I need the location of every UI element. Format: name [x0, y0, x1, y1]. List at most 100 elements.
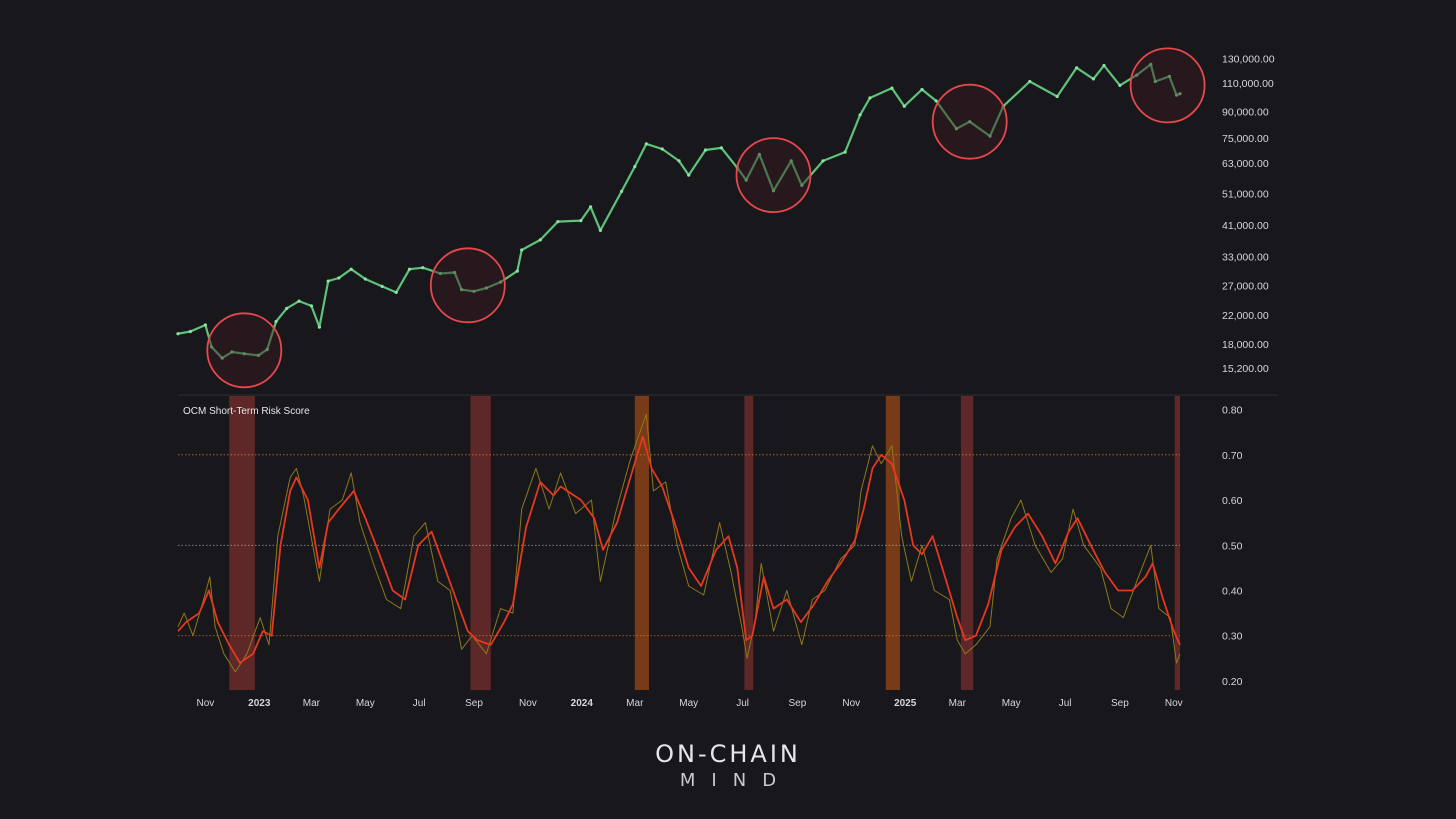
price-point-1: [188, 329, 192, 334]
risk-band-4: [885, 396, 900, 690]
price-point-61: [1028, 79, 1032, 84]
price-point-67: [1135, 73, 1139, 77]
price-y-tick-label: 15,200.00: [1222, 363, 1269, 375]
price-point-41: [703, 148, 708, 152]
risk-y-tick-label: 0.50: [1222, 540, 1243, 552]
price-point-37: [644, 142, 648, 146]
y-tick-labels-group: 130,000.00 110,000.00 90,000.00 75,000.00 63…: [1222, 54, 1275, 688]
price-point-14: [326, 279, 330, 283]
brand-wordmark-line1: ON-CHAIN: [655, 740, 801, 768]
price-point-47: [789, 159, 793, 163]
risk-series-line-0: [177, 435, 1181, 664]
price-point-25: [472, 289, 476, 293]
highlight-circle-4: [1129, 47, 1206, 124]
x-tick-label: Nov: [1165, 698, 1183, 709]
price-point-21: [421, 266, 425, 270]
risk-y-tick-label: 0.60: [1222, 495, 1243, 507]
x-tick-label: May: [1002, 698, 1021, 709]
x-tick-label: 2025: [894, 698, 917, 709]
price-point-11: [297, 299, 301, 303]
price-point-27: [498, 280, 503, 284]
price-point-65: [1102, 63, 1106, 68]
price-y-tick-label: 90,000.00: [1222, 107, 1269, 119]
price-point-9: [274, 319, 278, 324]
risk-y-tick-label: 0.40: [1222, 586, 1243, 598]
x-tick-label: Mar: [949, 698, 967, 709]
price-point-45: [757, 152, 762, 156]
highlight-circles-group: [206, 47, 1206, 389]
price-point-16: [349, 267, 353, 271]
price-point-30: [538, 238, 542, 242]
price-point-42: [719, 146, 724, 150]
price-point-34: [598, 228, 603, 232]
price-y-tick-label: 22,000.00: [1222, 310, 1269, 322]
price-point-58: [968, 120, 972, 124]
x-tick-label: Nov: [519, 698, 537, 709]
price-point-24: [460, 288, 464, 292]
risk-band-0: [229, 396, 255, 690]
price-point-53: [890, 86, 894, 90]
price-point-0: [176, 332, 180, 336]
price-point-71: [1174, 93, 1179, 97]
price-point-28: [515, 269, 519, 273]
price-point-12: [309, 304, 313, 308]
risk-y-tick-label: 0.30: [1222, 631, 1243, 643]
highlight-circle-3: [931, 83, 1008, 160]
risk-panel-title: OCM Short-Term Risk Score: [183, 406, 310, 417]
price-y-tick-label: 130,000.00: [1222, 54, 1275, 66]
x-tick-label: Jul: [736, 698, 749, 709]
price-point-64: [1091, 77, 1095, 81]
x-tick-label: May: [679, 698, 698, 709]
price-point-62: [1055, 94, 1059, 99]
risk-band-5: [960, 396, 974, 690]
risk-band-1: [470, 396, 491, 690]
price-point-40: [687, 173, 691, 177]
price-point-17: [363, 277, 367, 281]
price-point-29: [520, 248, 524, 252]
price-point-13: [317, 325, 321, 329]
price-point-38: [660, 147, 664, 151]
x-tick-labels-group: Nov 2023 Mar May Jul Sep Nov 2024 Mar May Jul Sep No…: [197, 698, 1183, 709]
risk-band-6: [1174, 396, 1180, 690]
risk-series-group: [177, 413, 1181, 673]
price-point-59: [988, 134, 992, 138]
x-tick-label: Sep: [1111, 698, 1129, 709]
x-tick-label: Jul: [1059, 698, 1072, 709]
price-point-22: [438, 271, 442, 276]
x-tick-label: Mar: [303, 698, 321, 709]
price-point-63: [1075, 66, 1079, 70]
highlight-circle-1: [429, 247, 506, 324]
price-point-18: [380, 284, 384, 288]
price-point-8: [265, 347, 269, 352]
price-y-tick-label: 27,000.00: [1222, 280, 1269, 292]
brand-wordmark-line2: MIND: [679, 770, 793, 791]
price-point-19: [394, 290, 398, 294]
price-point-4: [220, 356, 224, 360]
price-point-54: [902, 104, 906, 108]
price-series-line-0: [177, 63, 1181, 360]
x-tick-label: Nov: [842, 698, 860, 709]
x-tick-label: May: [356, 698, 375, 709]
price-y-tick-label: 75,000.00: [1222, 133, 1269, 145]
price-y-tick-label: 110,000.00: [1222, 78, 1274, 90]
price-point-6: [242, 352, 246, 356]
price-y-tick-label: 63,000.00: [1222, 158, 1269, 170]
price-point-33: [589, 205, 593, 209]
x-tick-label: 2024: [571, 698, 594, 709]
price-point-68: [1149, 62, 1153, 66]
price-point-32: [579, 219, 583, 223]
price-point-49: [821, 159, 825, 163]
price-series-group: [176, 62, 1182, 360]
price-point-39: [677, 159, 681, 163]
price-point-48: [800, 183, 804, 187]
price-y-tick-label: 18,000.00: [1222, 339, 1269, 351]
price-point-5: [230, 350, 234, 354]
price-point-3: [210, 345, 214, 349]
risk-y-tick-label: 0.80: [1222, 405, 1243, 417]
price-point-56: [934, 99, 938, 103]
price-point-26: [484, 286, 488, 290]
risk-band-3: [744, 396, 754, 690]
risk-series-line-1: [177, 413, 1181, 673]
price-point-72: [1178, 92, 1182, 96]
